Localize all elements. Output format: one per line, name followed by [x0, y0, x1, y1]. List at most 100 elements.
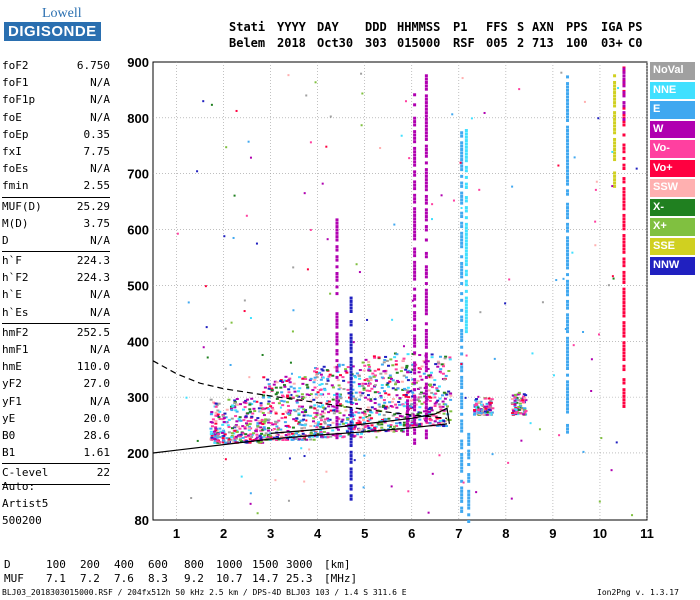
echo-band-point: [464, 313, 468, 317]
echo-point: [305, 438, 309, 441]
echo-point: [344, 368, 348, 371]
echo-band-point: [460, 442, 464, 446]
echo-point: [478, 413, 482, 416]
echo-band-point: [349, 360, 353, 364]
echo-point: [223, 412, 227, 415]
echo-band-point: [335, 275, 339, 279]
echo-band-point: [622, 277, 626, 281]
echo-band-point: [413, 250, 417, 254]
echo-point: [408, 414, 412, 417]
echo-band-point: [464, 206, 468, 210]
echo-band-point: [566, 423, 570, 427]
echo-point: [292, 409, 296, 412]
echo-band-point: [566, 353, 570, 357]
echo-band-point: [464, 152, 468, 156]
echo-point: [321, 376, 325, 379]
echo-point: [309, 406, 313, 409]
echo-band-point: [622, 187, 626, 191]
echo-band-point: [467, 436, 471, 440]
echo-band-point: [566, 75, 570, 79]
echo-point: [347, 392, 351, 395]
echo-band-point: [424, 389, 428, 393]
echo-point: [321, 406, 325, 409]
echo-point: [319, 413, 323, 416]
echo-band-point: [424, 275, 428, 279]
header-label-4: HHMMSS: [397, 20, 441, 34]
noise-point: [176, 232, 179, 235]
echo-band-point: [460, 134, 464, 138]
echo-band-point: [566, 403, 570, 407]
echo-band-point: [424, 342, 428, 346]
param-value: 252.5: [76, 325, 110, 339]
echo-point: [259, 402, 263, 405]
echo-band-point: [413, 180, 417, 184]
echo-band-point: [413, 344, 417, 348]
echo-point: [430, 391, 434, 394]
noise-point: [240, 475, 243, 478]
noise-point: [243, 310, 246, 313]
echo-band-point: [424, 268, 428, 272]
echo-point: [442, 420, 446, 423]
echo-point: [217, 402, 221, 405]
echo-point: [367, 379, 371, 382]
echo-point: [284, 375, 288, 378]
echo-point: [275, 397, 279, 400]
noise-point: [361, 92, 364, 95]
echo-point: [485, 402, 489, 405]
echo-point: [249, 420, 253, 423]
echo-band-point: [406, 406, 410, 410]
param-row: hmF2 252.5: [2, 325, 110, 342]
echo-point: [308, 379, 312, 382]
echo-point: [338, 411, 342, 414]
echo-point: [256, 422, 260, 425]
echo-point: [358, 421, 362, 424]
echo-point: [366, 419, 370, 422]
param-row: hmE 110.0: [2, 359, 110, 376]
echo-band-point: [566, 165, 570, 169]
echo-band-point: [413, 327, 417, 331]
noise-point: [635, 167, 638, 170]
echo-point: [351, 413, 355, 416]
echo-band-point: [467, 432, 471, 436]
echo-point: [520, 407, 524, 410]
echo-band-point: [335, 369, 339, 373]
echo-point: [213, 439, 217, 442]
echo-point: [264, 418, 268, 421]
noise-point: [400, 134, 403, 137]
echo-point: [434, 392, 438, 395]
echo-point: [441, 372, 445, 375]
echo-point: [252, 438, 256, 441]
echo-band-point: [566, 85, 570, 89]
echo-point: [361, 416, 365, 419]
noise-point: [274, 479, 277, 482]
header-value-2: Oct30: [317, 36, 354, 50]
echo-point: [242, 419, 246, 422]
echo-point: [379, 372, 383, 375]
echo-band-point: [424, 121, 428, 125]
noise-point: [607, 284, 610, 287]
noise-point: [358, 271, 361, 274]
noise-point: [431, 472, 434, 475]
file-info-footer: BLJ03_2018303015000.RSF / 204fx512h 50 k…: [2, 588, 407, 597]
echo-point: [218, 418, 222, 421]
echo-point: [380, 376, 384, 379]
echo-point: [400, 429, 404, 432]
logo-digisonde: DIGISONDE: [4, 22, 101, 41]
echo-point: [430, 386, 434, 389]
param-name: yF1: [2, 394, 22, 408]
echo-point: [227, 437, 231, 440]
echo-band-point: [424, 255, 428, 259]
echo-point: [346, 388, 350, 391]
noise-point: [412, 413, 415, 416]
echo-band-point: [613, 141, 617, 145]
echo-point: [480, 410, 484, 413]
echo-point: [287, 412, 291, 415]
echo-point: [277, 402, 281, 405]
echo-point: [402, 374, 406, 377]
echo-band-point: [413, 103, 417, 107]
echo-band-point: [460, 412, 464, 416]
echo-band-point: [424, 392, 428, 396]
echo-point: [357, 374, 361, 377]
noise-point: [600, 437, 603, 440]
echo-band-point: [622, 280, 626, 284]
